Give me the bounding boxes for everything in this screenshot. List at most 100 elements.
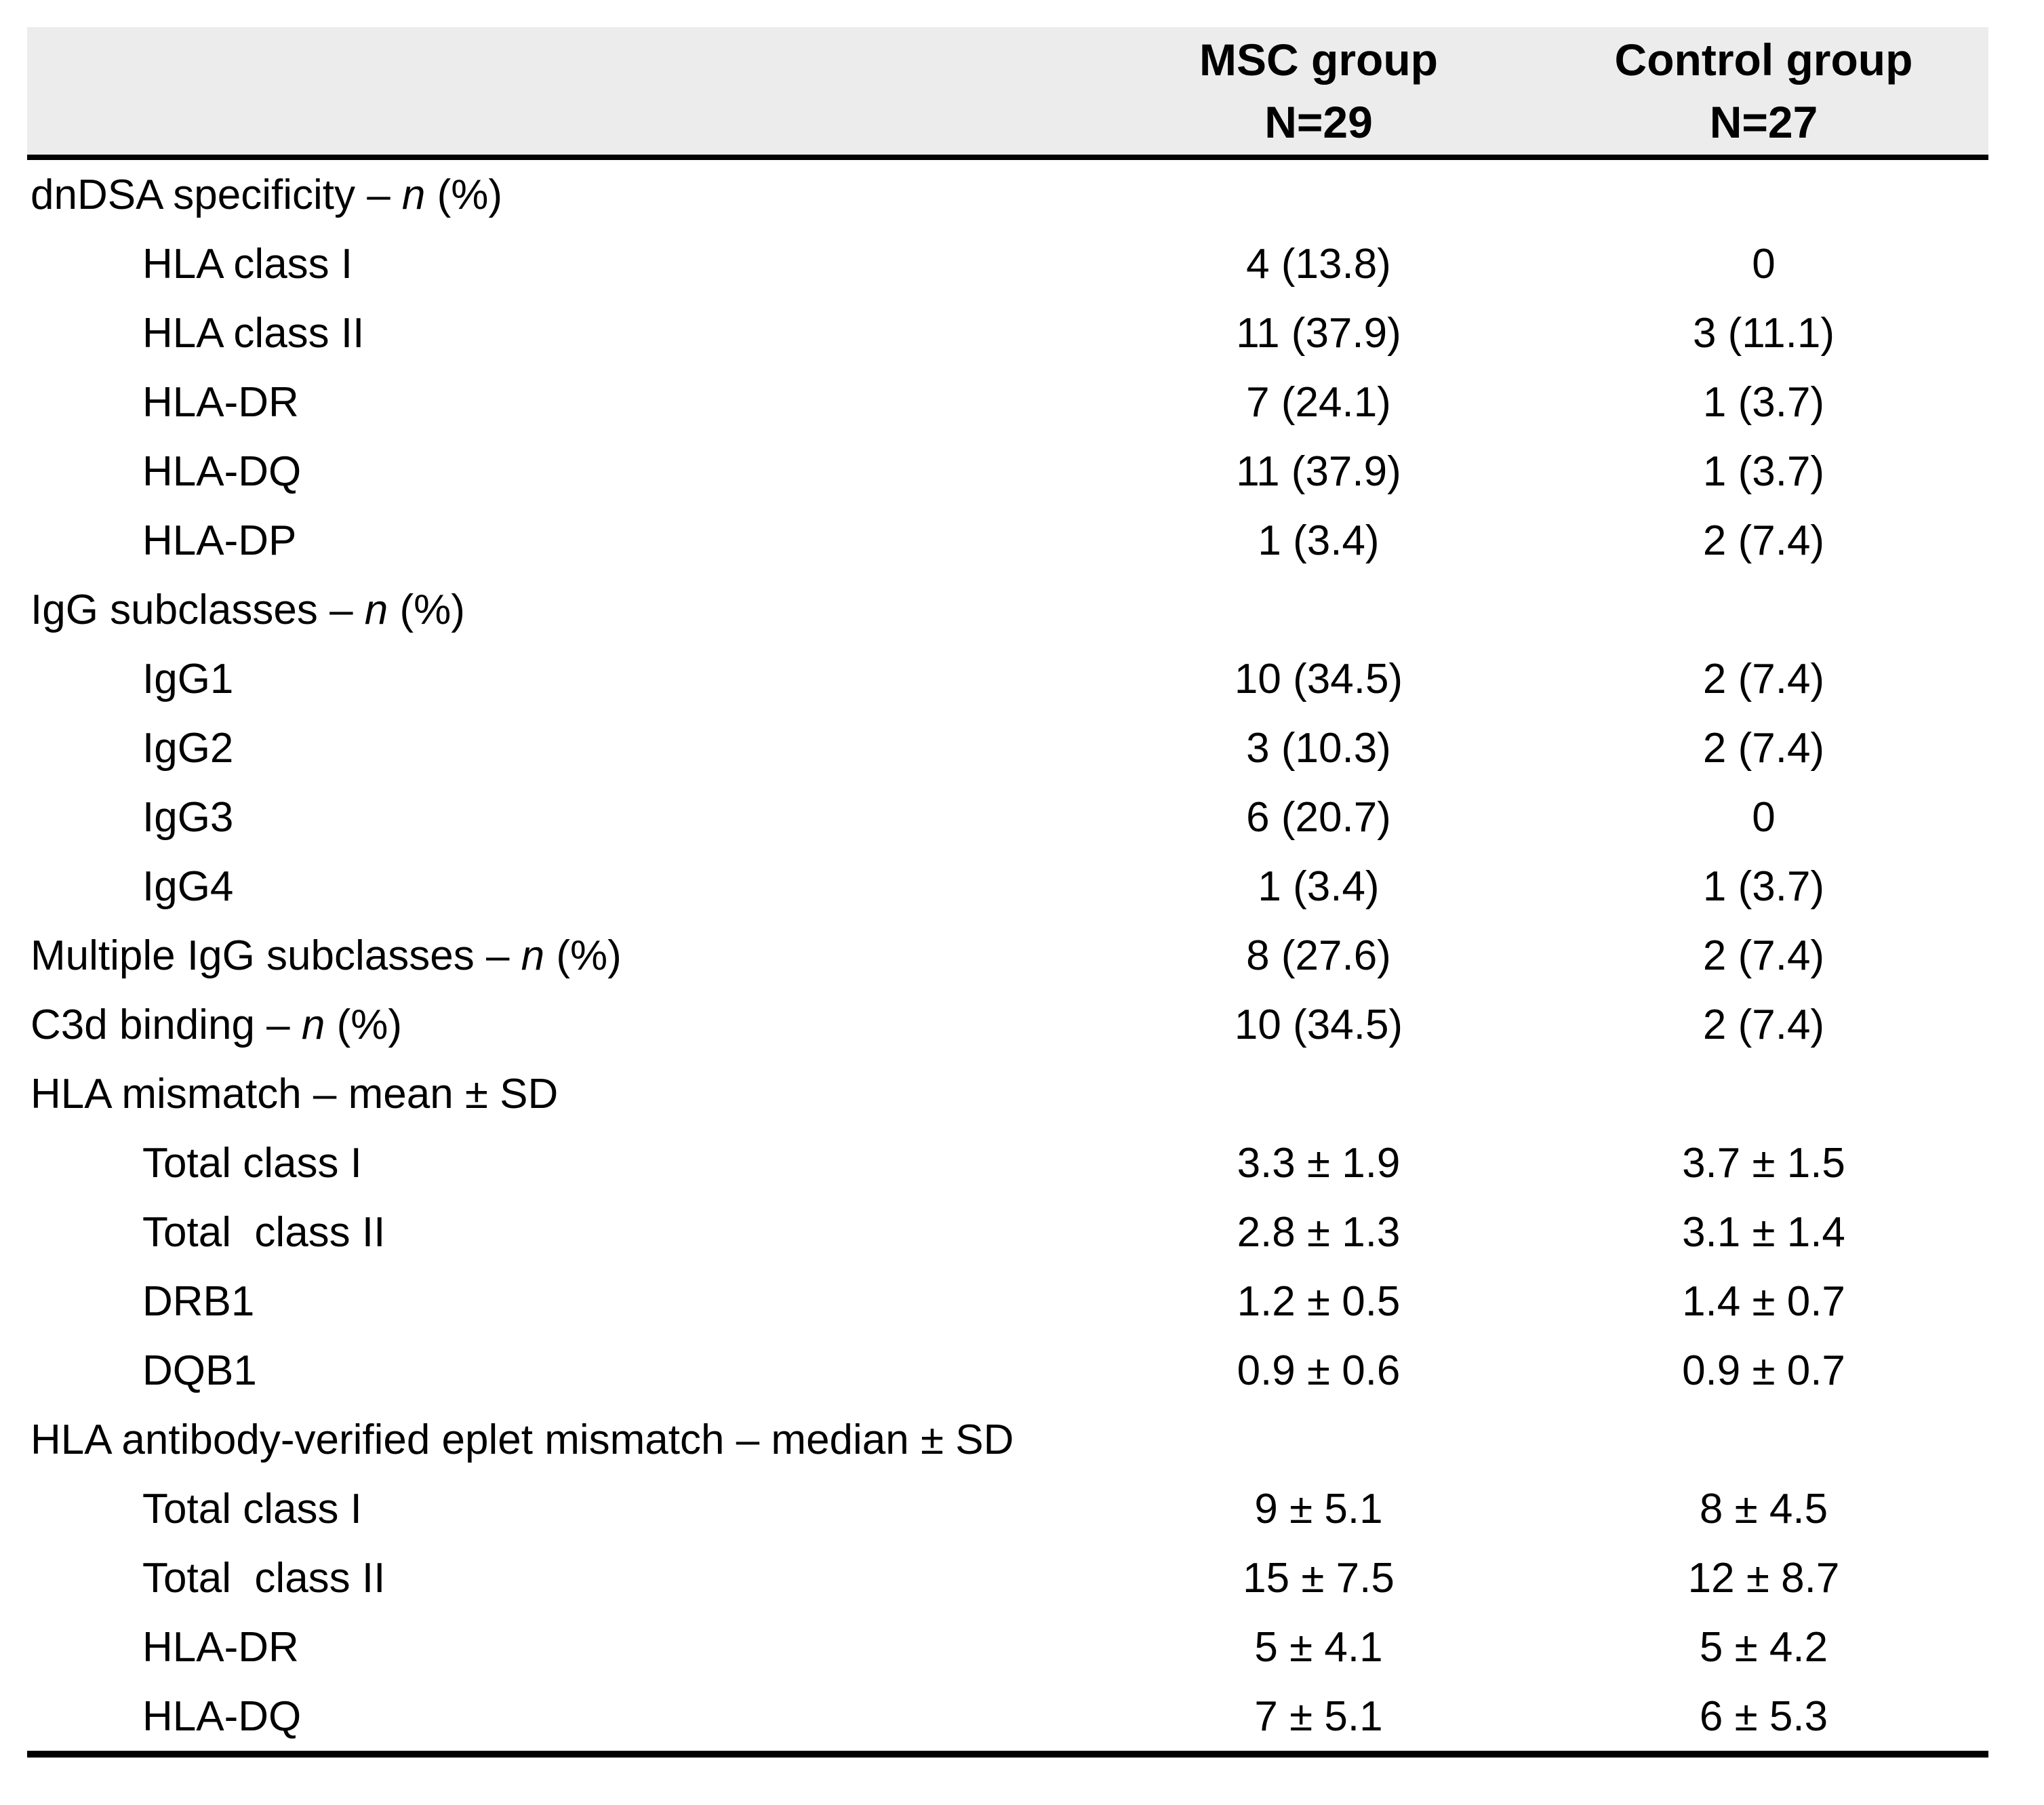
row-label-italic: n bbox=[301, 1001, 325, 1048]
msc-value: 3 (10.3) bbox=[1246, 724, 1391, 772]
control-value: 3 (11.1) bbox=[1692, 309, 1835, 357]
row-label-text: HLA-DR bbox=[142, 1623, 299, 1671]
table-row: Total class II 15 ± 7.5 12 ± 8.7 bbox=[27, 1543, 1988, 1612]
table-row: DRB1 1.2 ± 0.5 1.4 ± 0.7 bbox=[27, 1267, 1988, 1336]
control-value: 1 (3.7) bbox=[1702, 862, 1825, 910]
table-row: C3d binding – n (%) 10 (34.5) 2 (7.4) bbox=[27, 990, 1988, 1059]
msc-group-n: N=29 bbox=[1264, 97, 1373, 147]
table-row: HLA class II 11 (37.9) 3 (11.1) bbox=[27, 298, 1988, 368]
row-label: HLA class II bbox=[27, 298, 1098, 368]
table-row: Multiple IgG subclasses – n (%) 8 (27.6)… bbox=[27, 921, 1988, 990]
row-label: C3d binding – n (%) bbox=[27, 990, 1098, 1059]
msc-value: 10 (34.5) bbox=[1234, 1001, 1403, 1048]
control-value: 8 ± 4.5 bbox=[1699, 1485, 1828, 1532]
msc-value: 11 (37.9) bbox=[1236, 309, 1401, 357]
row-label-text: HLA-DQ bbox=[142, 448, 302, 495]
msc-value: 9 ± 5.1 bbox=[1254, 1485, 1383, 1532]
msc-value bbox=[1098, 1405, 1539, 1474]
table-row: HLA mismatch – mean ± SD bbox=[27, 1059, 1988, 1128]
table-row: Total class I 3.3 ± 1.9 3.7 ± 1.5 bbox=[27, 1128, 1988, 1197]
row-label-italic: n bbox=[364, 586, 388, 633]
row-label-text: Total class II bbox=[142, 1208, 386, 1256]
row-label: HLA-DR bbox=[27, 368, 1098, 437]
row-label-text: IgG subclasses – bbox=[31, 586, 365, 633]
table-row: HLA-DR 5 ± 4.1 5 ± 4.2 bbox=[27, 1612, 1988, 1682]
row-label-text: C3d binding – bbox=[31, 1001, 302, 1048]
row-label-text: DRB1 bbox=[142, 1277, 255, 1325]
table-row: IgG4 1 (3.4) 1 (3.7) bbox=[27, 852, 1988, 921]
row-label-text: Multiple IgG subclasses – bbox=[31, 932, 521, 979]
table-header: MSC group N=29 Control group N=27 bbox=[27, 27, 1988, 160]
control-value: 2 (7.4) bbox=[1702, 724, 1825, 772]
table-row: HLA antibody-verified eplet mismatch – m… bbox=[27, 1405, 1988, 1474]
control-value: 6 ± 5.3 bbox=[1699, 1692, 1828, 1740]
control-value bbox=[1539, 1059, 1988, 1128]
row-label: dnDSA specificity – n (%) bbox=[27, 157, 1098, 229]
table-row: Total class I 9 ± 5.1 8 ± 4.5 bbox=[27, 1474, 1988, 1543]
control-value: 0.9 ± 0.7 bbox=[1682, 1347, 1845, 1394]
control-value: 2 (7.4) bbox=[1702, 932, 1825, 979]
msc-value bbox=[1098, 575, 1539, 644]
msc-value: 1.2 ± 0.5 bbox=[1237, 1277, 1401, 1325]
row-label: HLA-DR bbox=[27, 1612, 1098, 1682]
row-label-text: HLA class II bbox=[142, 309, 365, 357]
row-label-text: Total class II bbox=[142, 1554, 386, 1602]
msc-value: 0.9 ± 0.6 bbox=[1237, 1347, 1401, 1394]
control-value: 2 (7.4) bbox=[1702, 517, 1825, 564]
row-label-text: DQB1 bbox=[142, 1347, 257, 1394]
table-row: dnDSA specificity – n (%) bbox=[27, 157, 1988, 229]
row-label-text: IgG1 bbox=[142, 655, 234, 702]
table-row: HLA class I 4 (13.8) 0 bbox=[27, 229, 1988, 298]
table-row: IgG3 6 (20.7) 0 bbox=[27, 782, 1988, 852]
header-msc-group: MSC group N=29 bbox=[1098, 27, 1539, 160]
table-body: dnDSA specificity – n (%) HLA class I 4 … bbox=[27, 157, 1988, 1754]
msc-value: 7 ± 5.1 bbox=[1254, 1692, 1383, 1740]
row-label: Multiple IgG subclasses – n (%) bbox=[27, 921, 1098, 990]
msc-value: 4 (13.8) bbox=[1246, 240, 1391, 287]
header-row: MSC group N=29 Control group N=27 bbox=[27, 27, 1988, 160]
row-label: IgG subclasses – n (%) bbox=[27, 575, 1098, 644]
control-value: 0 bbox=[1752, 240, 1776, 287]
msc-value: 2.8 ± 1.3 bbox=[1237, 1208, 1401, 1256]
header-label-cell bbox=[27, 27, 1098, 160]
control-value: 2 (7.4) bbox=[1702, 655, 1825, 702]
msc-value bbox=[1098, 157, 1539, 229]
control-group-n: N=27 bbox=[1709, 97, 1818, 147]
row-label-text: IgG4 bbox=[142, 862, 234, 910]
msc-value: 6 (20.7) bbox=[1246, 793, 1391, 841]
row-label: HLA mismatch – mean ± SD bbox=[27, 1059, 1098, 1128]
row-label-text: HLA-DQ bbox=[142, 1692, 302, 1740]
table-row: HLA-DQ 11 (37.9) 1 (3.7) bbox=[27, 437, 1988, 506]
row-label: DQB1 bbox=[27, 1336, 1098, 1405]
table-row: Total class II 2.8 ± 1.3 3.1 ± 1.4 bbox=[27, 1197, 1988, 1267]
msc-value: 8 (27.6) bbox=[1246, 932, 1391, 979]
row-label-text: IgG2 bbox=[142, 724, 234, 772]
table-row: IgG subclasses – n (%) bbox=[27, 575, 1988, 644]
header-control-group: Control group N=27 bbox=[1539, 27, 1988, 160]
msc-value: 5 ± 4.1 bbox=[1254, 1623, 1383, 1671]
row-label: IgG4 bbox=[27, 852, 1098, 921]
control-value bbox=[1539, 575, 1988, 644]
row-label-text: HLA mismatch – mean ± SD bbox=[31, 1070, 559, 1117]
row-label: HLA class I bbox=[27, 229, 1098, 298]
msc-value bbox=[1098, 1059, 1539, 1128]
row-label: Total class I bbox=[27, 1474, 1098, 1543]
row-label: IgG1 bbox=[27, 644, 1098, 713]
row-label-italic: n bbox=[401, 171, 426, 218]
row-label-text: Total class I bbox=[142, 1485, 362, 1532]
control-group-name: Control group bbox=[1614, 35, 1913, 85]
row-label-text: HLA-DR bbox=[142, 378, 299, 426]
control-value: 0 bbox=[1752, 793, 1776, 841]
control-value: 5 ± 4.2 bbox=[1699, 1623, 1828, 1671]
control-value: 12 ± 8.7 bbox=[1687, 1554, 1840, 1602]
row-label: Total class II bbox=[27, 1543, 1098, 1612]
table-row: IgG1 10 (34.5) 2 (7.4) bbox=[27, 644, 1988, 713]
row-label: Total class I bbox=[27, 1128, 1098, 1197]
row-label: IgG2 bbox=[27, 713, 1098, 782]
table-row: HLA-DP 1 (3.4) 2 (7.4) bbox=[27, 506, 1988, 575]
msc-value: 11 (37.9) bbox=[1236, 448, 1401, 495]
row-label-text: HLA antibody-verified eplet mismatch – m… bbox=[31, 1416, 1014, 1463]
row-label: HLA-DQ bbox=[27, 437, 1098, 506]
row-label: Total class II bbox=[27, 1197, 1098, 1267]
